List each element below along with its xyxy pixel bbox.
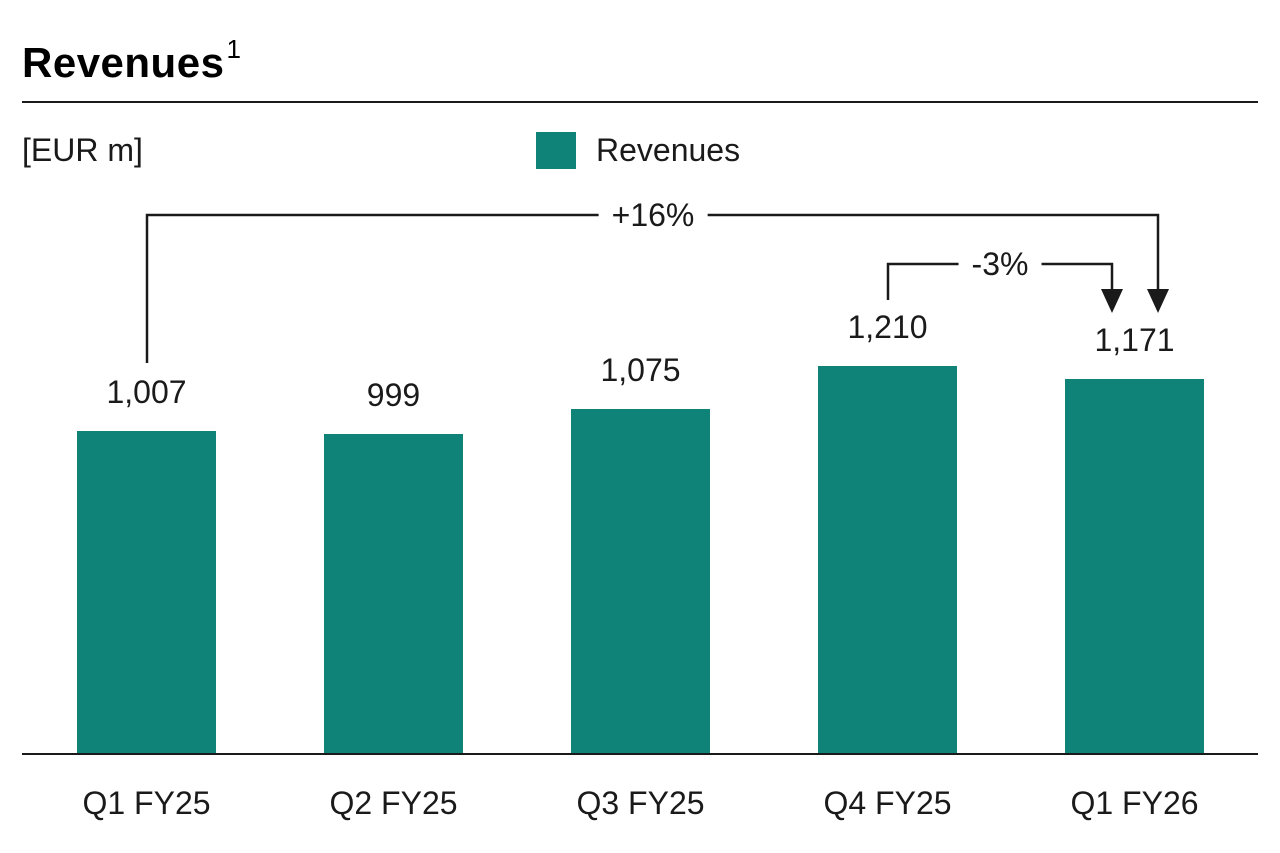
x-axis-label: Q4 FY25 <box>823 785 952 821</box>
bar-q3-fy25 <box>571 409 710 753</box>
unit-label: [EUR m] <box>22 132 143 168</box>
legend: Revenues <box>536 132 740 169</box>
bar-q1-fy26 <box>1065 379 1204 753</box>
change-annotation-label: -3% <box>958 247 1042 281</box>
down-arrow-icon <box>1147 289 1169 313</box>
title-text: Revenues <box>22 39 225 86</box>
bar-value-label: 999 <box>366 377 421 413</box>
down-arrow-icon <box>1101 289 1123 313</box>
bar-value-label: 1,075 <box>600 352 681 388</box>
bar-q4-fy25 <box>818 366 957 753</box>
bar-q2-fy25 <box>324 434 463 753</box>
bar-chart: 1,007 Q1 FY25 999 Q2 FY25 1,075 Q3 FY25 1,210 Q… <box>22 180 1258 821</box>
title-divider <box>22 101 1258 103</box>
change-annotation-label: +16% <box>598 198 708 232</box>
legend-label: Revenues <box>596 132 741 168</box>
change-bracket-line <box>145 213 1160 363</box>
x-axis-label: Q2 FY25 <box>329 785 458 821</box>
page-title: Revenues1 <box>22 34 241 87</box>
bar-q1-fy25 <box>77 431 216 753</box>
bar-value-label: 1,171 <box>1094 322 1175 358</box>
bar-value-label: 1,007 <box>106 374 187 410</box>
bar-value-label: 1,210 <box>847 309 928 345</box>
x-axis-label: Q3 FY25 <box>576 785 705 821</box>
x-axis-label: Q1 FY26 <box>1070 785 1199 821</box>
title-footnote-marker: 1 <box>226 34 242 64</box>
legend-swatch-revenues <box>536 132 576 169</box>
x-axis-label: Q1 FY25 <box>82 785 211 821</box>
